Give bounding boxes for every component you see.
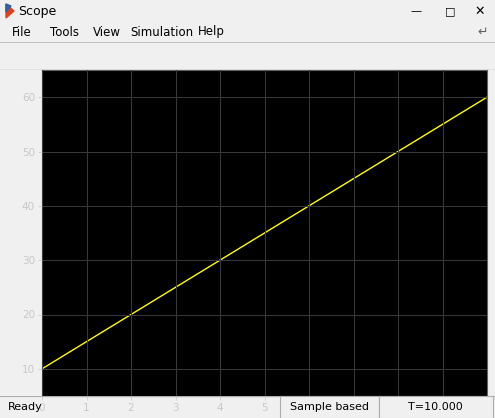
Text: Help: Help — [198, 25, 225, 38]
Polygon shape — [6, 4, 14, 18]
Text: —: — — [410, 6, 421, 16]
Text: Scope: Scope — [18, 5, 56, 18]
Text: Ready: Ready — [8, 402, 43, 412]
Text: ✕: ✕ — [475, 5, 486, 18]
Text: Sample based: Sample based — [290, 402, 369, 412]
Text: □: □ — [445, 6, 456, 16]
Polygon shape — [6, 4, 11, 12]
Text: Tools: Tools — [50, 25, 79, 38]
Text: ↵: ↵ — [478, 25, 488, 38]
Text: File: File — [12, 25, 32, 38]
Text: Simulation: Simulation — [130, 25, 193, 38]
Text: T=10.000: T=10.000 — [408, 402, 463, 412]
Text: View: View — [93, 25, 121, 38]
